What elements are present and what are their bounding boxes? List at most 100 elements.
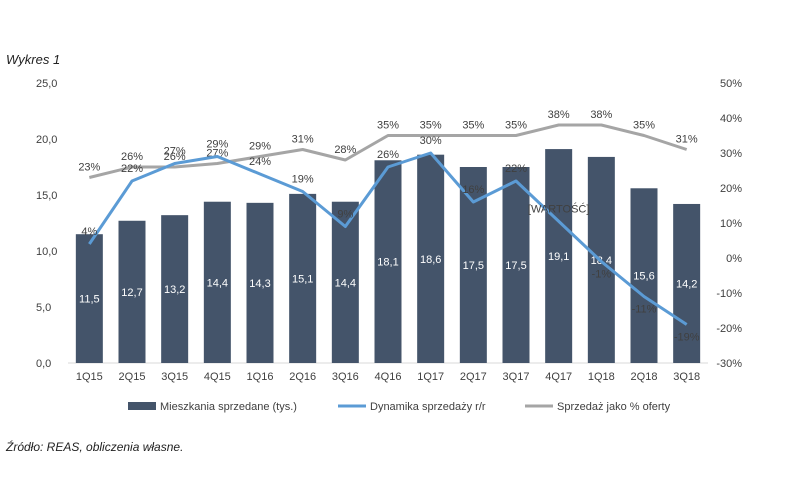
offer-share-data-label: 35% [505,120,527,132]
bar-data-label: 14,3 [249,278,270,290]
bar-data-label: 19,1 [548,251,569,263]
y-right-tick-label: 10% [720,218,742,230]
x-tick-label: 1Q15 [76,371,103,383]
legend: Mieszkania sprzedane (tys.) Dynamika sprz… [128,401,671,413]
bar-data-label: 14,4 [207,277,228,289]
offer-share-data-label: 23% [78,162,100,174]
dynamics-data-label: 24% [249,156,271,168]
bar [545,149,573,363]
dynamics-data-label: 9% [337,209,353,221]
bar [502,167,530,363]
y-left-tick-label: 20,0 [36,134,57,146]
bar-series [75,149,701,363]
x-axis: 1Q15 2Q15 3Q15 4Q15 1Q16 2Q16 3Q16 4Q16 1Q17 2Q17… [76,371,700,383]
dynamics-data-label: 19% [292,174,314,186]
bar [673,203,701,363]
x-tick-label: 2Q16 [289,371,316,383]
offer-share-data-label: 26% [121,151,143,163]
x-tick-label: 4Q16 [375,371,402,383]
dynamics-data-label: -19% [674,332,700,344]
source-note: Źródło: REAS, obliczenia własne. [6,440,184,454]
bar-data-label: 13,2 [164,284,185,296]
offer-share-data-label: 35% [420,120,442,132]
line-series-offer-share: 23%26% 26% 27%29%31%28%35% 35% 35% 35%38% 38%3… [78,109,698,179]
legend-swatch-bar [128,402,156,410]
dynamics-data-label: 26% [377,149,399,161]
x-tick-label: 1Q18 [588,371,615,383]
bar [246,202,274,363]
bar-labels: 11,5 12,7 13,2 14,4 14,3 15,1 14,4 18,1 18,6 17,5… [79,251,697,306]
bar-data-label: 14,2 [676,278,697,290]
x-tick-label: 2Q17 [460,371,487,383]
offer-share-data-label: 28% [334,144,356,156]
bar [331,201,359,363]
x-tick-label: 4Q17 [545,371,572,383]
y-right-tick-label: -20% [716,323,742,335]
y-right-tick-label: 0% [726,253,742,265]
y-right-tick-label: 30% [720,148,742,160]
bar [118,220,146,363]
legend-label: Sprzedaż jako % oferty [557,401,671,413]
dynamics-data-label: 29% [206,139,228,151]
dynamics-data-label: -11% [632,304,657,316]
dynamics-data-label: 16% [462,184,484,196]
y-left-tick-label: 10,0 [36,246,57,258]
bar [161,215,189,363]
offer-share-data-label: 35% [462,120,484,132]
y-right-tick-label: -10% [716,288,742,300]
dynamics-data-label: 22% [121,163,143,175]
dynamics-data-label: 30% [420,135,442,147]
offer-share-data-label: 38% [590,109,612,121]
x-tick-label: 3Q16 [332,371,359,383]
line-dynamics [88,151,688,326]
line-offer-share [88,123,688,179]
bar-data-label: 11,5 [79,294,100,306]
bar [203,201,231,363]
bar [459,167,487,363]
y-left-tick-label: 25,0 [36,78,57,90]
bar [417,154,445,363]
y-left-tick-label: 0,0 [36,358,51,370]
y-left-tick-label: 5,0 [36,302,51,314]
chart-title: Wykres 1 [6,52,61,67]
legend-label: Mieszkania sprzedane (tys.) [160,401,297,413]
bar-data-label: 18,1 [377,257,398,269]
offer-share-data-label: 29% [249,141,271,153]
offer-share-data-label: 35% [377,120,399,132]
offer-share-data-label: 31% [676,134,698,146]
y-left-tick-label: 15,0 [36,190,57,202]
y-right-tick-label: 20% [720,183,742,195]
bar-data-label: 15,6 [633,271,654,283]
line-series-dynamics: 4% 22% 27% 29% 24% 19% 9% 26% 30% 16% 22% [WARTOŚĆ]… [81,135,699,344]
dynamics-data-label: -1% [592,269,612,281]
x-tick-label: 2Q18 [631,371,658,383]
bar-data-label: 18,6 [420,254,441,266]
dynamics-data-label: [WARTOŚĆ] [528,202,590,215]
bar-data-label: 15,1 [292,273,313,285]
x-tick-label: 1Q16 [247,371,274,383]
offer-share-data-label: 35% [633,120,655,132]
offer-share-data-label: 26% [164,151,186,163]
bar-data-label: 14,4 [335,277,356,289]
y-right-tick-label: 40% [720,113,742,125]
offer-share-data-label: 38% [548,109,570,121]
y-right-tick-label: -30% [716,358,742,370]
x-tick-label: 2Q15 [119,371,146,383]
dynamics-data-label: 4% [81,226,97,238]
bar-data-label: 12,7 [121,287,142,299]
y-right-tick-label: 50% [720,78,742,90]
bar-data-label: 17,5 [505,260,526,272]
dynamics-data-label: 27% [164,146,186,158]
x-tick-label: 4Q15 [204,371,231,383]
x-tick-label: 1Q17 [417,371,444,383]
y-axis-right: -30% -20% -10% 0% 10% 20% 30% 40% 50% [716,78,742,370]
bar [75,234,103,363]
bar-data-label: 17,5 [463,260,484,272]
offer-share-data-label: 31% [292,134,314,146]
x-tick-label: 3Q15 [161,371,188,383]
bar [374,160,402,363]
bar [630,188,658,363]
x-tick-label: 3Q17 [503,371,530,383]
x-tick-label: 3Q18 [673,371,700,383]
